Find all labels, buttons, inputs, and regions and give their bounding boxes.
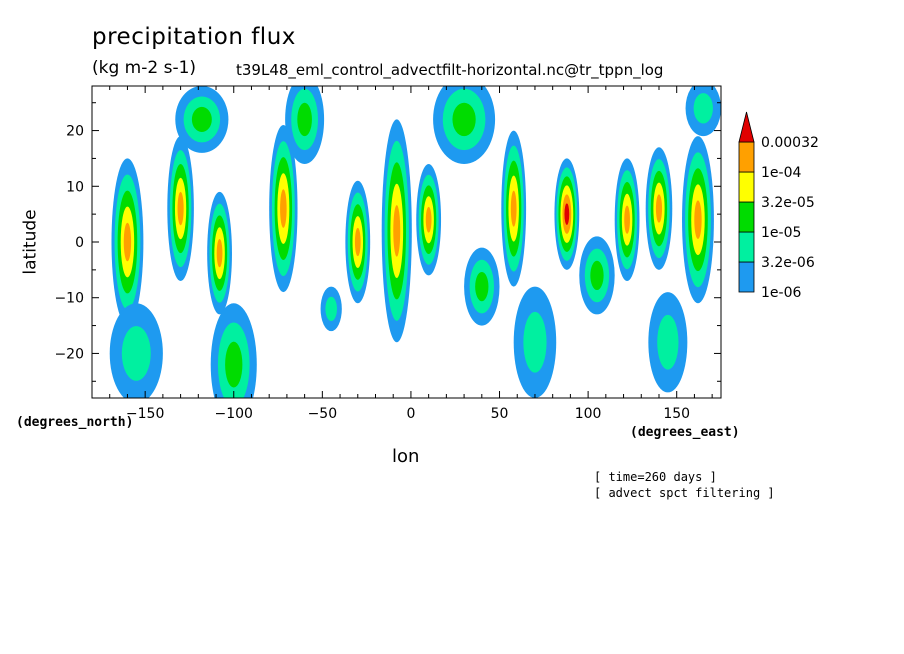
precip-cell-17 bbox=[579, 236, 615, 315]
x-tick-label: 50 bbox=[491, 406, 509, 422]
cell-15-level-1 bbox=[523, 311, 547, 373]
precip-cell-8 bbox=[320, 286, 342, 332]
cell-18-level-4 bbox=[624, 205, 630, 234]
cell-10-level-4 bbox=[393, 205, 401, 257]
precip-cell-1 bbox=[109, 303, 163, 398]
precip-cell-21 bbox=[682, 136, 714, 304]
cell-13-level-2 bbox=[475, 271, 489, 302]
y-tick-label: 20 bbox=[66, 124, 84, 140]
y-tick-label: −10 bbox=[54, 291, 84, 307]
precip-cells bbox=[109, 86, 721, 398]
precip-cell-16 bbox=[554, 158, 580, 270]
legend-swatch-0 bbox=[738, 261, 755, 293]
precip-cell-7 bbox=[285, 86, 325, 164]
chart-units: (kg m-2 s-1) bbox=[92, 58, 197, 78]
precip-cell-2 bbox=[167, 136, 194, 281]
x-tick-label: −50 bbox=[308, 406, 338, 422]
legend-arrow bbox=[738, 111, 755, 143]
cell-7-level-2 bbox=[297, 102, 312, 137]
precip-cell-3 bbox=[175, 86, 229, 153]
y-tick-label: 10 bbox=[66, 179, 84, 195]
cell-17-level-2 bbox=[590, 260, 604, 291]
legend-label-5: 0.00032 bbox=[761, 135, 819, 151]
x-tick-label: 0 bbox=[406, 406, 415, 422]
precip-cell-5 bbox=[210, 303, 257, 398]
legend-label-4: 1e-04 bbox=[761, 165, 801, 181]
legend-label-3: 3.2e-05 bbox=[761, 195, 815, 211]
legend-swatch-3 bbox=[738, 171, 755, 203]
time-note: [ time=260 days ] bbox=[594, 470, 717, 484]
x-axis-label: lon bbox=[392, 446, 420, 467]
cell-12-level-2 bbox=[452, 102, 476, 137]
color-legend: 1e-06 3.2e-06 1e-05 3.2e-05 1e-04 0.00032 bbox=[738, 111, 819, 301]
cell-14-level-4 bbox=[510, 190, 517, 227]
precip-cell-10 bbox=[381, 119, 412, 343]
precip-cell-12 bbox=[433, 86, 496, 164]
cell-0-level-4 bbox=[123, 222, 132, 262]
legend-swatch-2 bbox=[738, 201, 755, 233]
cell-3-level-2 bbox=[191, 106, 212, 132]
precip-cell-13 bbox=[464, 247, 500, 326]
legend-swatch-1 bbox=[738, 231, 755, 263]
dataset-name: t39L48_eml_control_advectfilt-horizontal… bbox=[236, 61, 664, 79]
cell-11-level-4 bbox=[425, 206, 432, 233]
x-tick-label: −150 bbox=[126, 406, 164, 422]
precip-cell-20 bbox=[648, 292, 688, 393]
precip-cell-4 bbox=[207, 191, 232, 315]
cell-22-level-1 bbox=[693, 93, 713, 124]
cell-1-level-1 bbox=[121, 326, 151, 381]
cell-19-level-4 bbox=[655, 194, 663, 223]
cell-9-level-4 bbox=[354, 227, 361, 257]
cell-4-level-4 bbox=[216, 239, 223, 268]
x-tick-label: 150 bbox=[663, 406, 690, 422]
precip-cell-11 bbox=[416, 164, 442, 276]
precip-cell-6 bbox=[269, 125, 298, 293]
cell-20-level-1 bbox=[657, 314, 679, 370]
precip-cell-14 bbox=[501, 130, 527, 287]
y-axis-units: (degrees_north) bbox=[16, 415, 134, 430]
precip-cell-19 bbox=[645, 147, 673, 270]
precip-cell-15 bbox=[513, 286, 557, 398]
chart-title: precipitation flux bbox=[92, 24, 296, 50]
cell-16-level-5 bbox=[564, 203, 570, 225]
precip-cell-0 bbox=[111, 158, 144, 326]
legend-swatch-4 bbox=[738, 141, 755, 173]
x-tick-label: 100 bbox=[575, 406, 602, 422]
filter-note: [ advect spct filtering ] bbox=[594, 486, 775, 500]
x-axis-units: (degrees_east) bbox=[630, 425, 740, 440]
precip-cell-9 bbox=[345, 180, 371, 304]
precip-cell-22 bbox=[685, 86, 721, 137]
x-tick-label: −100 bbox=[215, 406, 253, 422]
legend-label-1: 3.2e-06 bbox=[761, 255, 815, 271]
precip-cell-18 bbox=[614, 158, 640, 281]
cell-6-level-4 bbox=[280, 189, 287, 228]
y-tick-label: 0 bbox=[75, 235, 84, 251]
cell-8-level-1 bbox=[325, 296, 337, 322]
legend-label-2: 1e-05 bbox=[761, 225, 801, 241]
cell-21-level-4 bbox=[694, 200, 702, 239]
legend-label-0: 1e-06 bbox=[761, 285, 801, 301]
y-tick-label: −20 bbox=[54, 346, 84, 362]
cell-5-level-2 bbox=[225, 341, 243, 388]
cell-2-level-4 bbox=[177, 191, 184, 226]
